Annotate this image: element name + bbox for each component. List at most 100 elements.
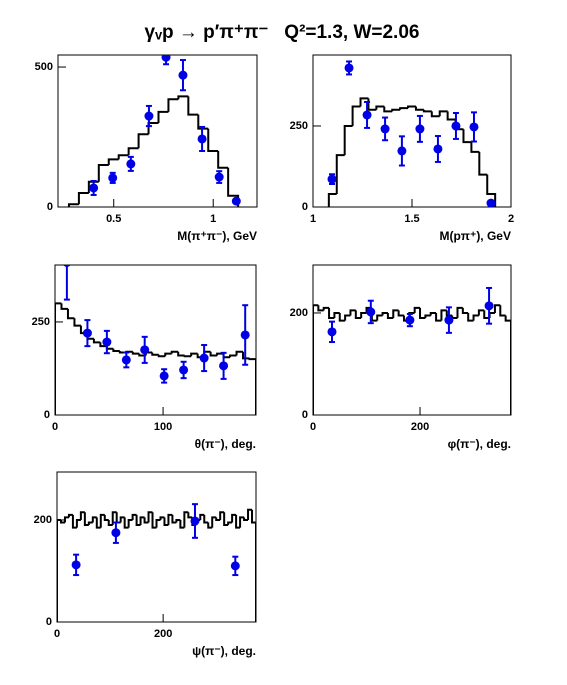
histogram-bin [414,106,424,111]
histogram-bin [209,351,218,357]
histogram-bin [375,105,385,110]
histogram-bin [424,314,431,319]
histogram-bin [163,517,169,527]
histogram-bin [99,513,105,528]
x-tick-label: 0 [52,421,58,433]
x-axis-label: ψ(π⁻), deg. [192,644,256,658]
histogram-bin [135,514,141,527]
histogram-bin [419,307,426,320]
data-point [444,315,454,325]
histogram-bin [111,511,117,526]
data-point [214,172,224,182]
data-point [108,173,118,183]
histogram-bin [243,517,249,521]
panel: 0 200 0 200 φ(π⁻), deg. [290,264,512,451]
histogram-bin [335,154,345,195]
y-tick-label: 250 [32,316,50,328]
histogram-bin [227,521,233,526]
histogram-bin [470,142,480,153]
histogram-bin [317,305,324,312]
histogram-bin [386,312,394,320]
histogram-bin [422,109,432,113]
y-tick-label: 200 [290,307,308,319]
histogram-bin [92,338,101,344]
x-tick-label: 0 [54,628,60,640]
data-point [190,516,200,526]
histogram-bin [247,508,253,520]
x-axis-label: M(pπ⁺), GeV [439,229,511,243]
histogram-bin [242,351,250,360]
histogram [57,508,256,622]
y-tick-label: 0 [302,409,308,421]
histogram-bin [179,519,185,529]
histogram-bin [190,352,198,357]
histogram-bin [229,354,237,358]
histogram-bin [251,509,256,622]
histogram-bin [167,513,173,526]
histogram-bin [55,302,62,415]
histogram-bin [343,124,353,156]
x-tick-label: 2 [508,213,514,225]
x-tick-label: 100 [154,421,172,433]
data-point [230,561,240,571]
histogram-bin [235,350,244,356]
data-points [327,60,496,207]
histogram-bin [354,310,362,320]
histogram-bin [413,306,421,313]
histogram-bin [397,310,404,317]
histogram-bin [203,514,209,524]
histogram-bin [77,192,89,205]
histogram-bin [107,158,119,166]
histogram-bin [87,521,93,526]
histogram-bin [338,312,346,322]
panel: 0 200 0 200 ψ(π⁻), deg. [34,471,257,658]
histogram-bin [117,154,129,160]
histogram-bin [97,164,109,182]
data-point [197,134,207,144]
data-point [486,198,496,207]
plot-frame [54,264,257,416]
histogram-bin [151,512,157,529]
histogram-bin [147,122,159,135]
panel: 0 250 0 100 θ(π⁻), deg. [32,264,257,451]
data-points [327,286,494,344]
data-point [397,146,407,156]
x-tick-label: 1.5 [404,213,419,225]
histogram-bin [119,516,125,523]
data-point [327,174,337,184]
histogram-bin [438,110,448,117]
histogram-bin [67,513,73,518]
histogram-bin [446,111,456,121]
histogram-bin [131,513,137,520]
histogram-bin [143,517,149,524]
data-points [71,503,240,577]
histogram-bin [430,111,440,118]
histogram-bin [107,519,113,527]
data-point [111,528,121,538]
histogram-bin [381,311,388,316]
histogram-bin [60,303,68,310]
histogram-bin [223,512,229,527]
x-tick-label: 0.5 [106,213,121,225]
histogram-bin [199,513,205,520]
histogram-bin [499,305,506,317]
data-point [219,361,229,371]
histogram-bin [478,151,488,176]
histogram-bin [472,314,479,321]
histogram [55,302,256,415]
histogram-bin [248,358,256,415]
data-point [179,365,189,375]
histogram-bin [57,518,61,622]
histogram-bin [467,312,474,322]
histogram-bin [170,350,179,354]
histogram-bin [333,311,340,319]
data-point [159,371,169,381]
histogram-bin [197,114,209,130]
data-point [484,301,494,311]
histogram-bin [103,514,109,521]
x-tick-label: 200 [154,628,172,640]
histogram-bin [322,306,330,311]
histogram-bin [407,105,416,109]
data-point [433,144,443,154]
x-tick-label: 0 [310,421,316,433]
